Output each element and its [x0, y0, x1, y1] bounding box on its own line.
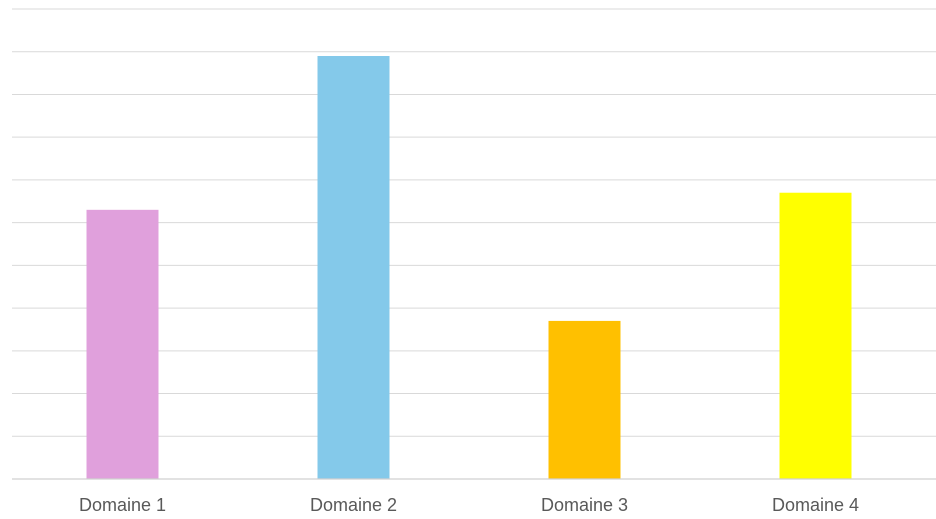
bar-1	[86, 209, 159, 479]
x-tick-label: Domaine 2	[310, 495, 397, 515]
bar-series	[86, 56, 852, 479]
bar-2	[317, 56, 390, 479]
bar-4	[779, 192, 852, 479]
x-axis-tick-labels: Domaine 1 Domaine 2 Domaine 3 Domaine 4	[79, 495, 859, 515]
x-tick-label: Domaine 3	[541, 495, 628, 515]
x-tick-label: Domaine 1	[79, 495, 166, 515]
x-tick-label: Domaine 4	[772, 495, 859, 515]
bar-3	[548, 320, 621, 479]
gridlines	[12, 8, 936, 437]
